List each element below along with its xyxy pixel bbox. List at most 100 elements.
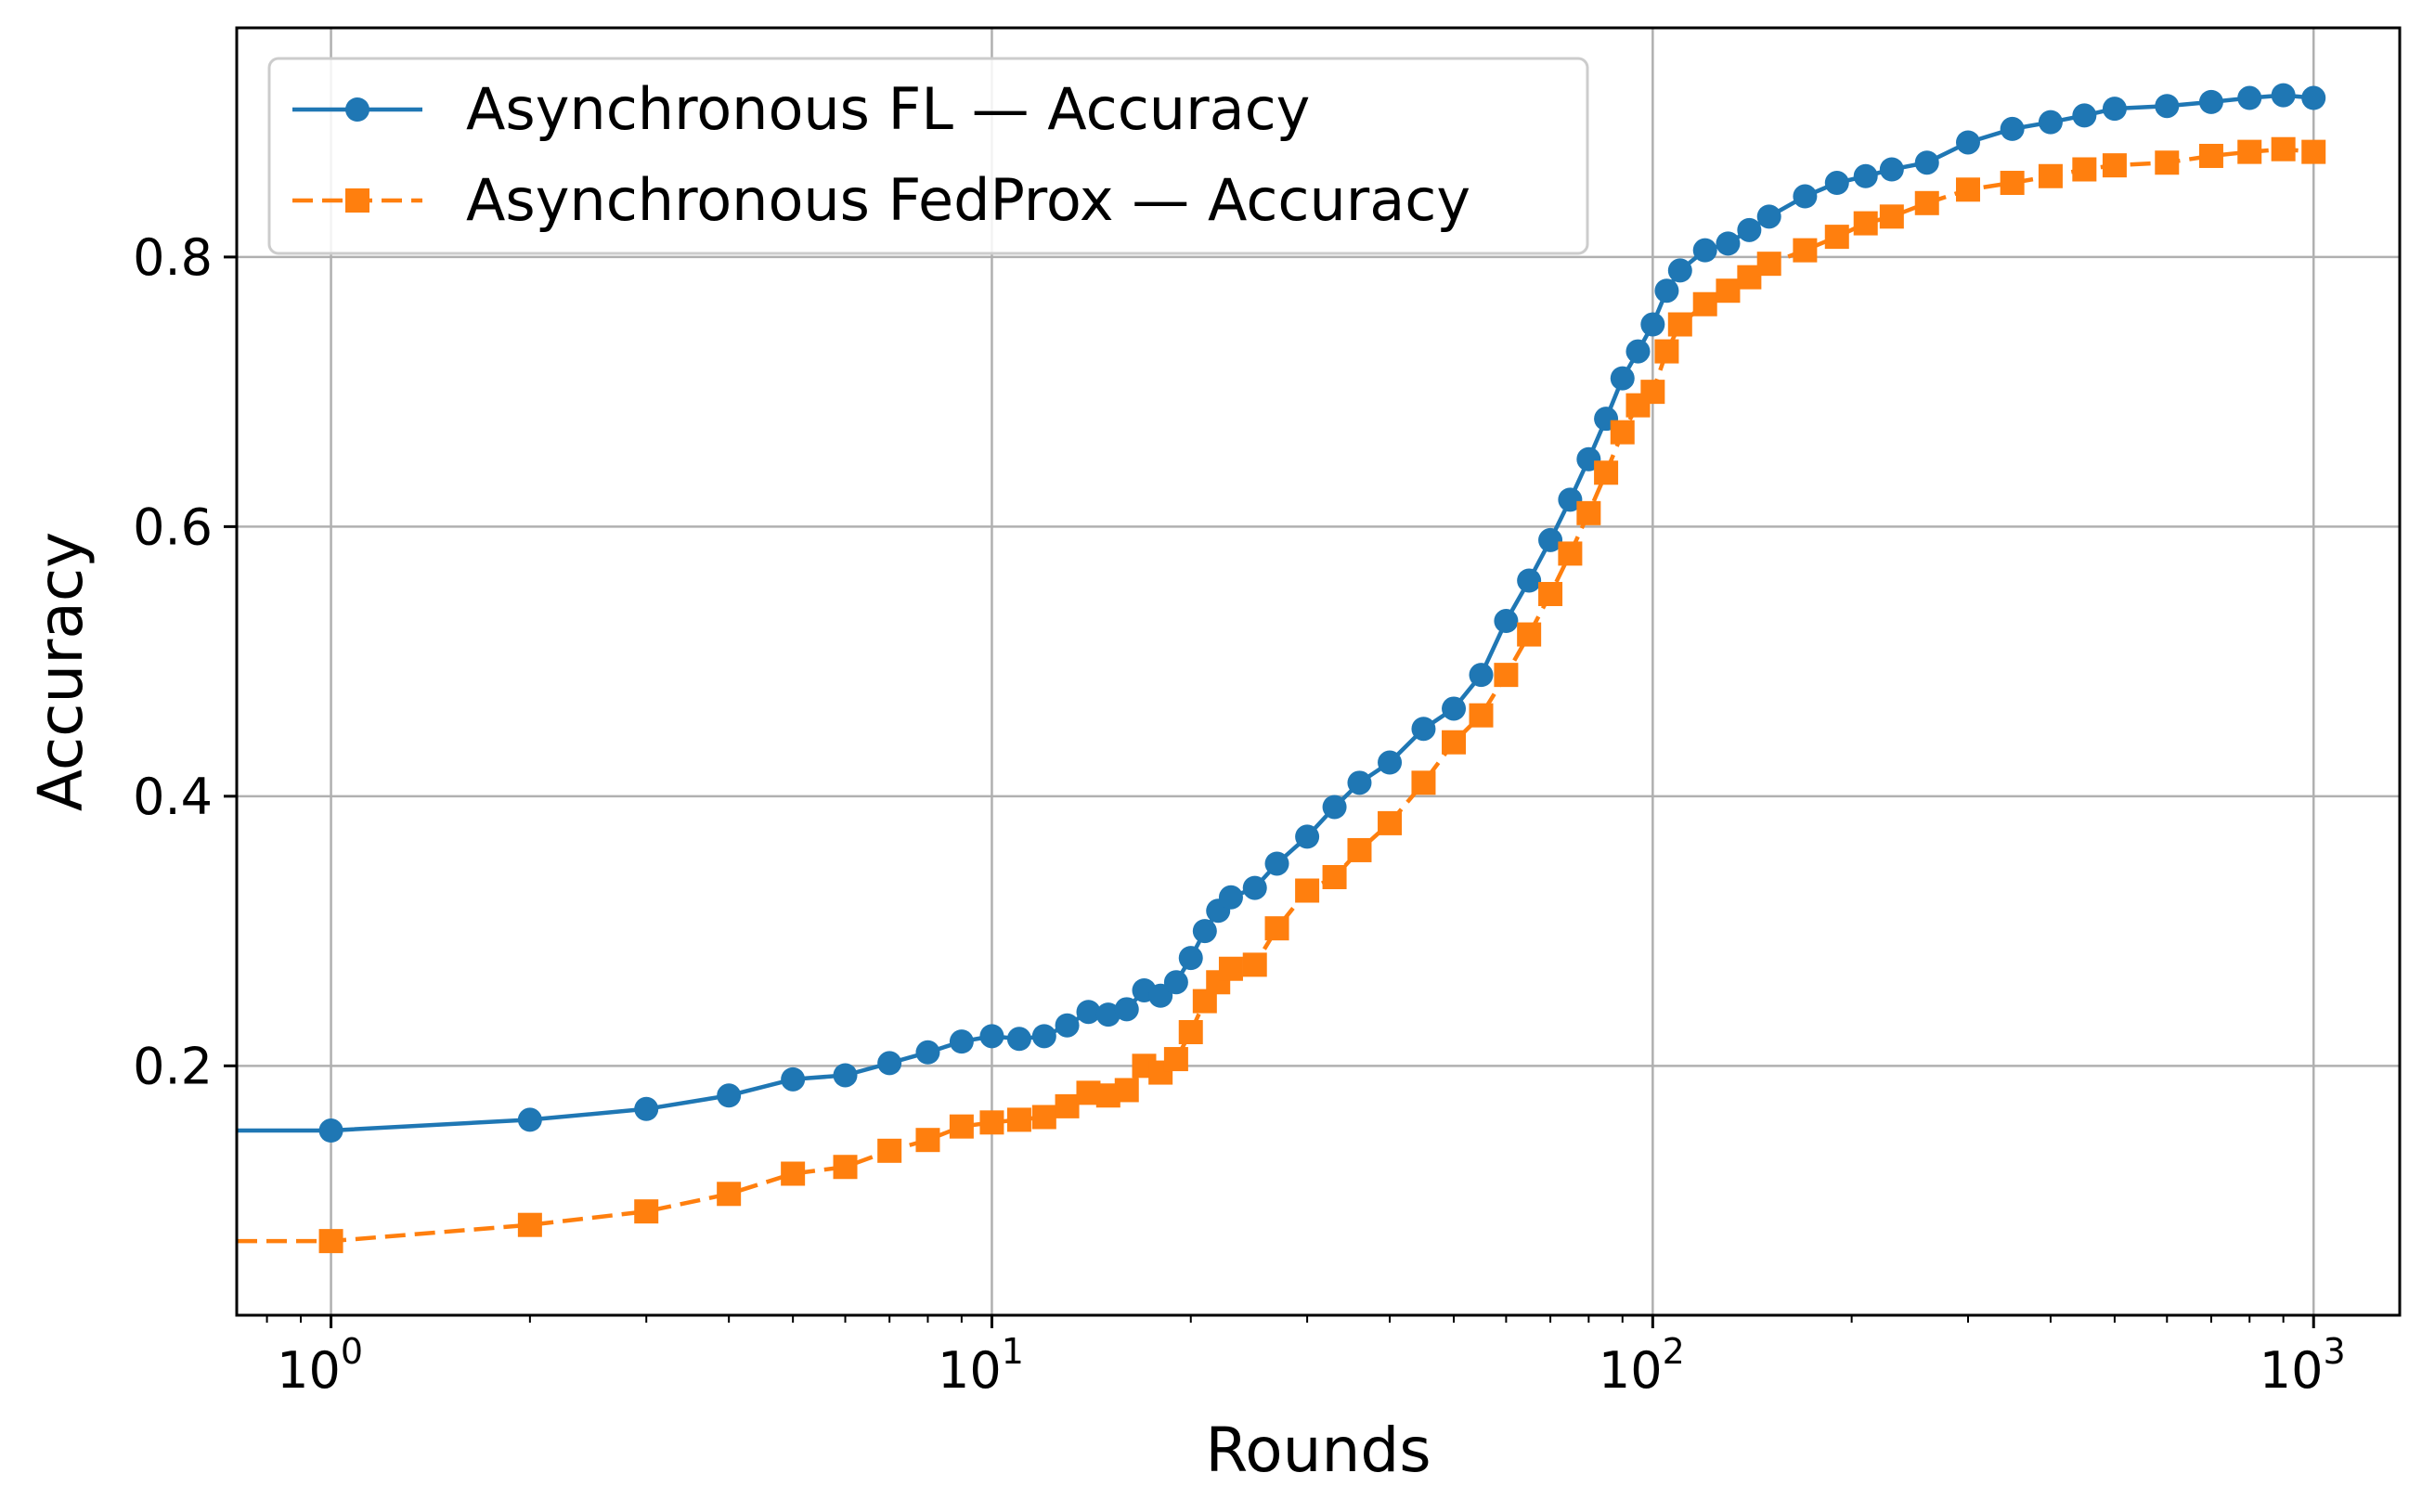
series-0-point: [1163, 970, 1188, 995]
series-0-point: [1494, 609, 1519, 634]
series-0-point: [1095, 1002, 1120, 1027]
series-0-point: [1517, 568, 1542, 593]
series-1-point: [1692, 291, 1717, 317]
series-0-point: [1411, 717, 1436, 742]
y-tick-label: 0.8: [133, 228, 213, 287]
series-0-point: [318, 1118, 343, 1144]
x-tick-label: 100: [277, 1331, 363, 1400]
series-1-point: [833, 1155, 858, 1180]
series-1-point: [2301, 139, 2326, 164]
series-layer: [237, 83, 2326, 1254]
series-0-point: [2198, 89, 2223, 114]
series-1-point: [1716, 278, 1741, 304]
series-1-point: [1517, 622, 1542, 647]
series-1-point: [1853, 211, 1878, 236]
legend-marker-1: [345, 188, 369, 213]
series-1-point: [1322, 864, 1347, 889]
series-1-point: [1594, 460, 1619, 485]
series-0-point: [2000, 116, 2025, 141]
series-1-point: [1218, 956, 1243, 981]
series-1-point: [2000, 171, 2025, 196]
series-0-point: [1031, 1024, 1056, 1049]
series-0-point: [1756, 204, 1781, 229]
series-1-point: [1879, 204, 1904, 229]
x-axis-label: Rounds: [1205, 1415, 1431, 1486]
series-0-point: [1640, 312, 1665, 337]
series-1-point: [2155, 150, 2180, 175]
series-1-point: [2038, 163, 2063, 188]
series-1-point: [2102, 153, 2127, 178]
series-1-point: [1295, 878, 1320, 903]
series-0-point: [833, 1063, 858, 1088]
series-0-point: [1914, 150, 1939, 175]
series-1-point: [1055, 1093, 1080, 1118]
y-axis-label: Accuracy: [25, 532, 97, 811]
series-1-point: [318, 1229, 343, 1254]
series-1-point: [634, 1199, 659, 1224]
x-tick-label: 101: [938, 1331, 1024, 1400]
series-1-point: [1494, 663, 1519, 688]
x-tick-label: 103: [2260, 1331, 2346, 1400]
series-0-point: [1469, 663, 1494, 688]
series-1-point: [877, 1138, 902, 1163]
series-0-point: [1442, 696, 1467, 721]
series-0-point: [1006, 1027, 1031, 1052]
axes-frame: [235, 26, 2402, 1317]
series-0-point: [2301, 85, 2326, 110]
series-1-point: [1242, 952, 1267, 977]
series-0-point: [1824, 171, 1849, 196]
series-1-point: [2271, 136, 2296, 162]
series-0-point: [1692, 238, 1717, 263]
series-1-point: [1955, 177, 1980, 202]
series-1-point: [915, 1128, 940, 1153]
series-1-point: [1347, 837, 1372, 862]
y-tick-label: 0.6: [133, 498, 213, 556]
series-0-point: [717, 1083, 742, 1108]
series-0-point: [1737, 217, 1762, 242]
series-0-point: [1178, 946, 1203, 971]
series-1-point: [1576, 500, 1601, 525]
series-0-point: [1322, 795, 1347, 820]
series-1-point: [1824, 225, 1849, 250]
series-0-point: [1610, 366, 1635, 391]
series-0-point: [1793, 184, 1818, 209]
y-tick-label: 0.2: [133, 1037, 213, 1095]
series-0-point: [949, 1029, 974, 1054]
series-0-point: [915, 1040, 940, 1065]
series-0-point: [781, 1066, 806, 1092]
series-0-point: [2072, 103, 2097, 128]
series-0-point: [1055, 1013, 1080, 1038]
series-0-point: [1538, 527, 1563, 552]
series-1-point: [1378, 810, 1403, 835]
y-tick-label: 0.4: [133, 768, 213, 826]
series-1-point: [1031, 1105, 1056, 1130]
series-0-point: [2155, 94, 2180, 119]
series-0-point: [1955, 130, 1980, 155]
series-1-point: [2072, 157, 2097, 182]
series-1-point: [781, 1161, 806, 1186]
series-1-point: [1914, 190, 1939, 215]
legend-box: [267, 57, 1589, 255]
series-1-point: [1667, 312, 1692, 337]
series-1-point: [1411, 770, 1436, 795]
series-0-point: [1114, 997, 1139, 1022]
series-1-point: [1610, 420, 1635, 445]
series-0-point: [1558, 487, 1583, 512]
series-0-point: [877, 1051, 902, 1076]
series-1-point: [1178, 1020, 1203, 1045]
series-0-point: [1242, 875, 1267, 900]
series-0-point: [634, 1096, 659, 1121]
series-1-point: [2198, 143, 2223, 168]
series-0-point: [2271, 83, 2296, 108]
series-0-point: [2102, 97, 2127, 122]
series-0-point: [2237, 85, 2262, 110]
series-1-point: [949, 1114, 974, 1139]
series-0-point: [1347, 770, 1372, 795]
series-1-point: [1114, 1078, 1139, 1103]
series-1-point: [1469, 703, 1494, 728]
series-1-point: [1558, 541, 1583, 566]
series-0-point: [1295, 824, 1320, 849]
ticks: 100 101 102 103 0.2 0.4 0.6 0.8: [133, 228, 2346, 1400]
legend-label-0: Asynchronous FL — Accuracy: [466, 75, 1310, 143]
